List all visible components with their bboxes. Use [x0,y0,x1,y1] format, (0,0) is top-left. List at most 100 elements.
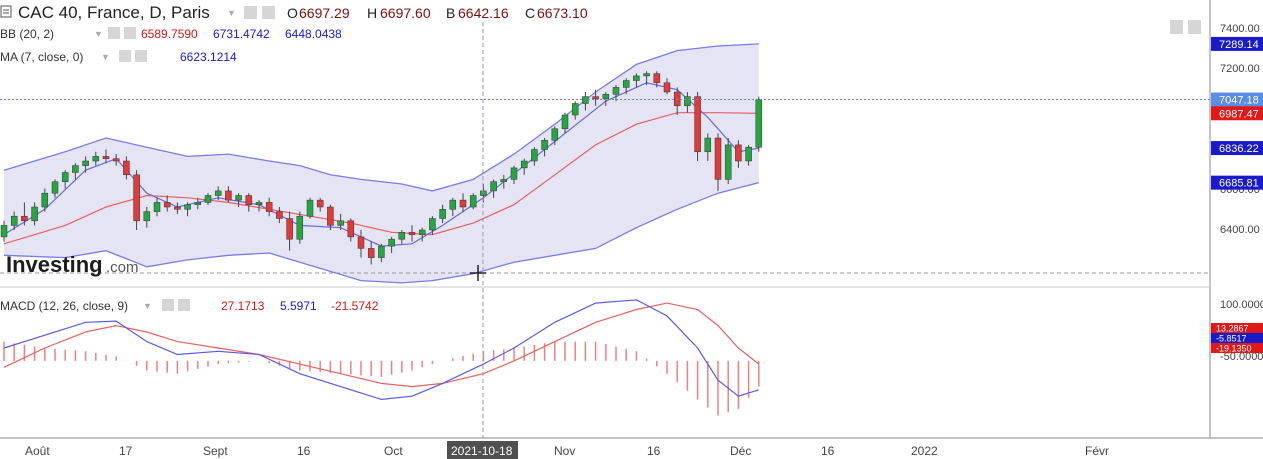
date-label: 2022 [911,444,938,458]
candle-body [255,202,263,205]
candle-body [347,220,355,238]
candle-body [123,160,130,176]
macd-tag: -5.8517 [1211,333,1263,344]
candle-body [684,96,691,107]
pane-maximize-icon[interactable] [1188,20,1201,34]
candle [531,147,538,166]
candle [337,213,344,230]
bollinger-band [3,43,759,284]
price-tick: 7200.00 [1220,63,1260,75]
open-label: O [287,5,298,21]
cursor-date-box [447,441,518,459]
chevron-down-icon[interactable]: ▼ [143,301,152,311]
candle-body [10,215,18,226]
candle-body [72,165,79,173]
candle-body [51,181,59,194]
macd-tick: 100.0000 [1220,299,1263,311]
candle-body [643,73,650,77]
price-tag-bg [1211,92,1263,107]
bb-lower-line [3,181,759,284]
settings-icon[interactable] [124,27,136,39]
macd-legend: MACD (12, 26, close, 9) ▼ 27.1713 5.5971… [0,299,379,313]
visibility-icon[interactable] [108,27,120,39]
settings-icon[interactable] [262,6,275,19]
visibility-icon[interactable] [244,6,257,19]
visibility-icon[interactable] [162,299,174,311]
candle-body [541,140,548,150]
candle-body [408,232,416,235]
candle [235,193,242,207]
visibility-icon[interactable] [119,50,131,62]
pane-collapse-icon[interactable] [1170,20,1183,34]
candle-body [520,160,528,169]
candle [735,140,742,168]
date-label: Déc [730,444,751,458]
price-axis-area [1210,0,1263,459]
candle-body [745,146,752,162]
candle [663,78,671,95]
candle-body [633,75,640,81]
candle-body [184,204,191,210]
candle [439,204,446,224]
ma-value-1: 6623.1214 [180,50,237,64]
macd-tag: -19.1350 [1211,343,1263,354]
date-label: Oct [384,444,403,458]
macd-tag-bg [1211,343,1263,353]
macd-tag: 13.2867 [1211,323,1263,334]
candle-body [490,181,497,192]
candle-body [378,245,385,258]
candle [41,188,49,212]
candle [0,220,8,242]
menu-icon[interactable] [0,5,12,18]
price-tag-text: 6836.22 [1219,143,1259,155]
bb-value-3: 6448.0438 [285,27,342,41]
candle-body [92,156,100,162]
date-label: 16 [297,444,311,458]
chevron-down-icon[interactable]: ▼ [94,29,103,39]
candle-body [194,202,202,205]
candle [194,197,202,210]
candle [82,156,89,173]
header-buttons [244,6,275,19]
price-tag-bg [1211,36,1263,51]
price-tag-bg [1211,141,1263,156]
bb-band-fill [4,43,759,283]
candle-body [316,199,324,208]
date-axis: Août 17 Sept 16 Oct Nov 16 Déc 16 2022 F… [25,441,1109,459]
bb-value-1: 6589.7590 [141,27,198,41]
candle [714,133,722,191]
macd-tags: 13.2867-5.8517-19.1350 [1211,323,1263,354]
chevron-down-icon[interactable]: ▼ [227,8,236,18]
candle [418,227,426,242]
candle [10,211,18,230]
candle [327,204,334,230]
candle [61,170,69,189]
candle [673,87,681,115]
candle-body [225,190,232,201]
candle-body [174,206,181,210]
settings-icon[interactable] [178,299,190,311]
low-label: B [446,5,455,21]
settings-icon[interactable] [135,50,147,62]
price-tag-text: 6685.81 [1219,178,1259,190]
high-value: 6697.60 [380,5,431,21]
macd-pane [3,299,760,416]
bb-label[interactable]: BB (20, 2) [0,27,54,41]
chevron-down-icon[interactable]: ▼ [101,52,110,62]
candle [51,179,59,198]
candle-body [663,82,671,93]
instrument-title[interactable]: CAC 40, France, D, Paris [18,3,210,22]
candle [704,133,712,161]
candles [0,71,763,265]
candle-body [153,202,161,212]
open-value: 6697.29 [299,5,350,21]
macd-label[interactable]: MACD (12, 26, close, 9) [0,299,128,313]
candle-body [143,211,151,222]
candle [592,89,599,106]
indicator-lines [3,82,759,247]
ma-label[interactable]: MA (7, close, 0) [0,50,83,64]
candle-body [31,206,38,222]
candle-body [592,96,599,100]
candle [123,156,130,180]
